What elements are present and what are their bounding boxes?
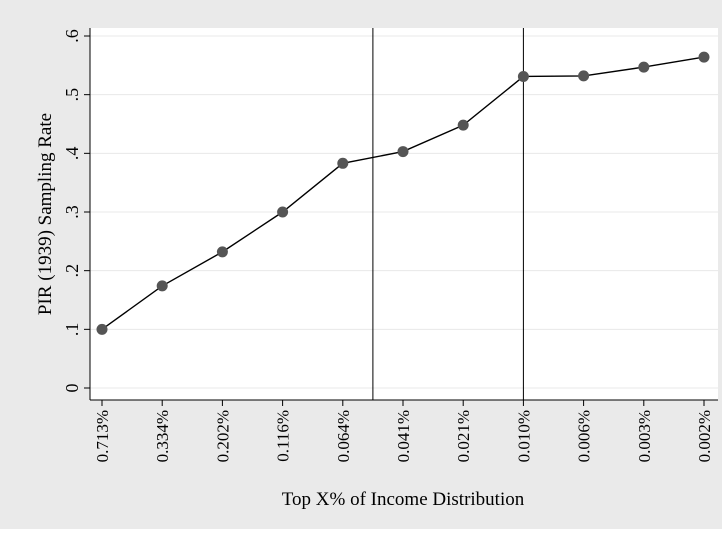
y-tick-label: .5 bbox=[62, 88, 82, 102]
y-tick-label: .6 bbox=[62, 29, 82, 43]
y-axis-title: PIR (1939) Sampling Rate bbox=[35, 113, 56, 315]
data-point bbox=[638, 61, 650, 73]
data-point bbox=[397, 146, 409, 158]
plot-area bbox=[90, 28, 718, 400]
x-tick-label: 0.021% bbox=[454, 410, 473, 462]
data-point bbox=[337, 157, 349, 169]
reference-lines bbox=[372, 28, 524, 400]
x-axis-title: Top X% of Income Distribution bbox=[282, 489, 525, 510]
x-tick-label: 0.002% bbox=[695, 410, 714, 462]
data-point bbox=[216, 246, 228, 258]
data-point bbox=[578, 70, 590, 82]
axis-labels: Top X% of Income Distribution PIR (1939)… bbox=[35, 113, 525, 510]
x-tick-label: 0.041% bbox=[394, 410, 413, 462]
y-tick-label: .2 bbox=[62, 264, 82, 278]
data-point bbox=[96, 323, 108, 335]
data-point bbox=[156, 280, 168, 292]
data-point bbox=[698, 51, 710, 63]
x-tick-label: 0.064% bbox=[334, 410, 353, 462]
y-tick-label: .1 bbox=[62, 323, 82, 337]
axes: 0 .1 .2 .3 .4 .5 .6 0.713% 0.334% 0.202% 0.116% 0.0… bbox=[62, 28, 718, 462]
series bbox=[96, 51, 710, 335]
x-tick-label: 0.334% bbox=[153, 410, 172, 462]
data-point bbox=[457, 119, 469, 131]
x-tick-label: 0.116% bbox=[274, 410, 293, 462]
x-tick-label: 0.003% bbox=[635, 410, 654, 462]
y-tick-label: .4 bbox=[62, 147, 82, 161]
x-tick-label: 0.713% bbox=[93, 410, 112, 462]
data-point bbox=[277, 206, 289, 218]
x-tick-label: 0.006% bbox=[575, 410, 594, 462]
y-tick-label: .3 bbox=[62, 205, 82, 219]
data-point bbox=[517, 70, 529, 82]
y-tick-label: 0 bbox=[62, 384, 82, 393]
x-tick-label: 0.202% bbox=[213, 410, 232, 462]
grid-lines bbox=[90, 35, 718, 389]
x-tick-label: 0.010% bbox=[514, 410, 533, 462]
